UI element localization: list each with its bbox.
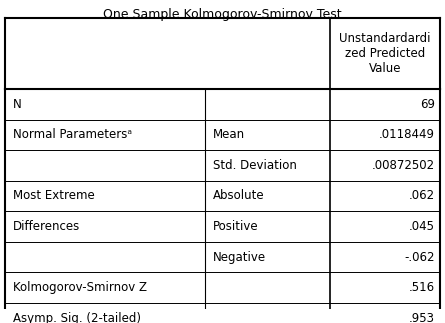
- Text: Differences: Differences: [13, 220, 80, 233]
- Text: -.062: -.062: [405, 251, 435, 264]
- Text: .062: .062: [409, 190, 435, 203]
- Text: .00872502: .00872502: [372, 159, 435, 172]
- Text: .0118449: .0118449: [379, 128, 435, 141]
- Text: Asymp. Sig. (2-tailed): Asymp. Sig. (2-tailed): [13, 312, 141, 323]
- Text: Negative: Negative: [213, 251, 266, 264]
- Text: .953: .953: [409, 312, 435, 323]
- Text: Most Extreme: Most Extreme: [13, 190, 95, 203]
- Text: Kolmogorov-Smirnov Z: Kolmogorov-Smirnov Z: [13, 281, 147, 294]
- Text: Mean: Mean: [213, 128, 245, 141]
- Text: Unstandardardi
zed Predicted
Value: Unstandardardi zed Predicted Value: [339, 32, 431, 75]
- Text: N: N: [13, 98, 22, 111]
- Text: Std. Deviation: Std. Deviation: [213, 159, 297, 172]
- Text: Absolute: Absolute: [213, 190, 265, 203]
- Text: One Sample Kolmogorov-Smirnov Test: One Sample Kolmogorov-Smirnov Test: [103, 8, 341, 21]
- Text: Positive: Positive: [213, 220, 259, 233]
- Text: 69: 69: [420, 98, 435, 111]
- Text: .516: .516: [409, 281, 435, 294]
- Text: .045: .045: [409, 220, 435, 233]
- Text: Normal Parametersᵃ: Normal Parametersᵃ: [13, 128, 132, 141]
